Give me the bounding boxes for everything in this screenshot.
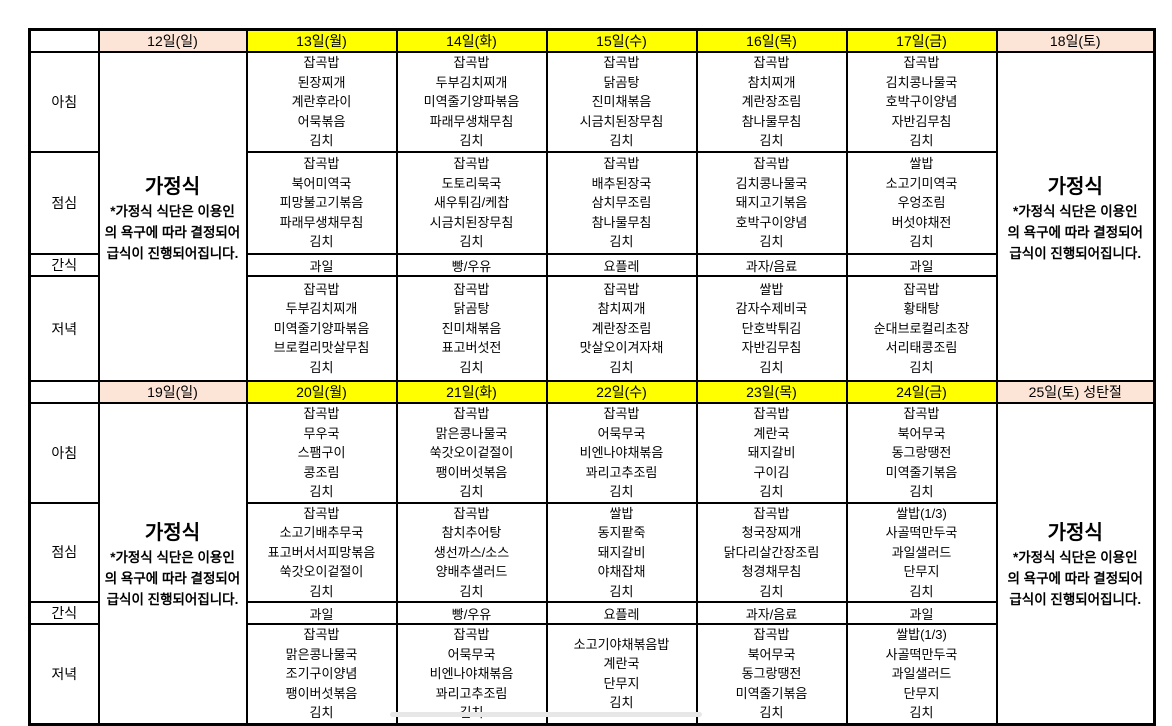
meal-row-label-lunch: 점심 <box>28 151 100 255</box>
menu-cell-breakfast: 잡곡밥 맑은콩나물국 쑥갓오이겉절이 팽이버섯볶음 김치 <box>395 402 548 504</box>
date-header-wednesday: 15일(수) <box>545 28 698 53</box>
home-meal-description: *가정식 식단은 이용인 의 욕구에 따라 결정되어 급식이 진행되어집니다. <box>104 203 241 261</box>
week2-header-row: 19일(일) 20일(월) 21일(화) 22일(수) 23일(목) 24일(금… <box>28 380 1156 404</box>
menu-cell-snack: 과일 <box>845 253 998 277</box>
date-header-friday: 24일(금) <box>845 380 998 404</box>
menu-cell-lunch: 잡곡밥 소고기배추무국 표고버서서피망볶음 쑥갓오이겉절이 김치 <box>245 501 398 603</box>
home-meal-description: *가정식 식단은 이용인 의 욕구에 따라 결정되어 급식이 진행되어집니다. <box>104 550 241 608</box>
date-header-friday: 17일(금) <box>845 28 998 53</box>
week2-lunch-row: 점심 잡곡밥 소고기배추무국 표고버서서피망볶음 쑥갓오이겉절이 김치 잡곡밥 … <box>28 501 1155 603</box>
date-header-saturday-christmas: 25일(토) 성탄절 <box>995 380 1156 404</box>
menu-cell-dinner: 잡곡밥 맑은콩나물국 조기구이양념 팽이버섯볶음 김치 <box>245 623 398 725</box>
meal-row-label-dinner: 저녁 <box>28 275 100 382</box>
menu-cell-breakfast: 잡곡밥 닭곰탕 진미채볶음 시금치된장무침 김치 <box>545 51 698 153</box>
menu-cell-breakfast: 잡곡밥 참치찌개 계란장조림 참나물무침 김치 <box>695 51 848 153</box>
meal-row-label-dinner: 저녁 <box>28 623 100 725</box>
date-header-thursday: 16일(목) <box>695 28 848 53</box>
menu-cell-lunch: 쌀밥 소고기미역국 우엉조림 버섯야채전 김치 <box>845 151 998 255</box>
menu-cell-snack: 과일 <box>245 253 398 277</box>
menu-cell-snack: 빵/우유 <box>395 601 548 625</box>
home-meal-description: *가정식 식단은 이용인 의 욕구에 따라 결정되어 급식이 진행되어집니다. <box>1007 203 1143 261</box>
menu-cell-dinner: 잡곡밥 어묵무국 비엔나야채볶음 꽈리고추조림 김치 <box>395 623 548 725</box>
menu-cell-snack: 과자/음료 <box>695 601 848 625</box>
home-meal-title: 가정식 <box>144 522 201 545</box>
meal-row-label-snack: 간식 <box>28 601 100 625</box>
menu-cell-snack: 요플레 <box>545 601 698 625</box>
meal-row-label-snack: 간식 <box>28 253 100 277</box>
meal-row-label-lunch: 점심 <box>28 501 100 603</box>
menu-cell-snack: 과일 <box>845 601 998 625</box>
meal-plan-table: 12일(일) 13일(월) 14일(화) 15일(수) 16일(목) 17일(금… <box>28 28 1156 726</box>
home-meal-description: *가정식 식단은 이용인 의 욕구에 따라 결정되어 급식이 진행되어집니다. <box>1007 550 1143 608</box>
home-meal-cell-sunday: 가정식 *가정식 식단은 이용인 의 욕구에 따라 결정되어 급식이 진행되어집… <box>97 402 248 725</box>
menu-cell-lunch: 잡곡밥 배추된장국 삼치무조림 참나물무침 김치 <box>545 151 698 255</box>
home-meal-title: 가정식 <box>1047 175 1103 198</box>
date-header-monday: 13일(월) <box>245 28 398 53</box>
menu-cell-breakfast: 잡곡밥 된장찌개 계란후라이 어묵볶음 김치 <box>245 51 398 153</box>
menu-cell-snack: 과일 <box>245 601 398 625</box>
menu-cell-lunch: 잡곡밥 청국장찌개 닭다리살간장조림 청경채무침 김치 <box>695 501 848 603</box>
date-header-sunday: 19일(일) <box>97 380 248 404</box>
menu-cell-dinner: 잡곡밥 닭곰탕 진미채볶음 표고버섯전 김치 <box>395 275 548 382</box>
horizontal-scrollbar-thumb[interactable] <box>390 712 702 717</box>
menu-cell-dinner: 잡곡밥 황태탕 순대브로컬리초장 서리태콩조림 김치 <box>845 275 998 382</box>
week1-header-row: 12일(일) 13일(월) 14일(화) 15일(수) 16일(목) 17일(금… <box>28 28 1156 53</box>
menu-cell-lunch: 잡곡밥 북어미역국 피망불고기볶음 파래무생채무침 김치 <box>245 151 398 255</box>
home-meal-title: 가정식 <box>144 175 201 198</box>
date-header-saturday: 18일(토) <box>995 28 1156 53</box>
meal-row-label-breakfast: 아침 <box>28 402 100 504</box>
week2-dinner-row: 저녁 잡곡밥 맑은콩나물국 조기구이양념 팽이버섯볶음 김치 잡곡밥 어묵무국 … <box>28 623 1155 725</box>
menu-cell-snack: 빵/우유 <box>395 253 548 277</box>
home-meal-cell-sunday: 가정식 *가정식 식단은 이용인 의 욕구에 따라 결정되어 급식이 진행되어집… <box>97 51 248 382</box>
date-header-wednesday: 22일(수) <box>545 380 698 404</box>
menu-cell-breakfast: 잡곡밥 무우국 스팸구이 콩조림 김치 <box>245 402 398 504</box>
menu-cell-lunch: 쌀밥(1/3) 사골떡만두국 과일샐러드 단무지 김치 <box>845 501 998 603</box>
menu-cell-dinner: 소고기야채볶음밥 계란국 단무지 김치 <box>545 623 698 725</box>
blank-corner-cell <box>28 380 100 404</box>
menu-cell-dinner: 쌀밥 감자수제비국 단호박튀김 자반김무침 김치 <box>695 275 848 382</box>
menu-cell-breakfast: 잡곡밥 두부김치찌개 미역줄기양파볶음 파래무생채무침 김치 <box>395 51 548 153</box>
menu-cell-breakfast: 잡곡밥 북어무국 동그랑땡전 미역줄기볶음 김치 <box>845 402 998 504</box>
menu-cell-breakfast: 잡곡밥 김치콩나물국 호박구이양념 자반김무침 김치 <box>845 51 998 153</box>
menu-cell-breakfast: 잡곡밥 어묵무국 비엔나야채볶음 꽈리고추조림 김치 <box>545 402 698 504</box>
menu-cell-dinner: 쌀밥(1/3) 사골떡만두국 과일샐러드 단무지 김치 <box>845 623 998 725</box>
menu-cell-dinner: 잡곡밥 참치찌개 계란장조림 맛살오이겨자채 김치 <box>545 275 698 382</box>
date-header-tuesday: 14일(화) <box>395 28 548 53</box>
menu-cell-snack: 요플레 <box>545 253 698 277</box>
home-meal-title: 가정식 <box>1047 522 1103 545</box>
menu-cell-lunch: 잡곡밥 도토리묵국 새우튀김/케찹 시금치된장무침 김치 <box>395 151 548 255</box>
week2-breakfast-row: 아침 가정식 *가정식 식단은 이용인 의 욕구에 따라 결정되어 급식이 진행… <box>28 402 1156 725</box>
menu-cell-dinner: 잡곡밥 두부김치찌개 미역줄기양파볶음 브로컬리맛살무침 김치 <box>245 275 398 382</box>
date-header-thursday: 23일(목) <box>695 380 848 404</box>
home-meal-cell-saturday: 가정식 *가정식 식단은 이용인 의 욕구에 따라 결정되어 급식이 진행되어집… <box>995 402 1156 725</box>
date-header-monday: 20일(월) <box>245 380 398 404</box>
week1-snack-row: 간식 과일 빵/우유 요플레 과자/음료 과일 <box>28 253 1155 277</box>
menu-cell-snack: 과자/음료 <box>695 253 848 277</box>
menu-cell-breakfast: 잡곡밥 계란국 돼지갈비 구이김 김치 <box>695 402 848 504</box>
date-header-tuesday: 21일(화) <box>395 380 548 404</box>
menu-cell-lunch: 쌀밥 동지팥죽 돼지갈비 야채잡채 김치 <box>545 501 698 603</box>
week1-dinner-row: 저녁 잡곡밥 두부김치찌개 미역줄기양파볶음 브로컬리맛살무침 김치 잡곡밥 닭… <box>28 275 1155 382</box>
week1-breakfast-row: 아침 가정식 *가정식 식단은 이용인 의 욕구에 따라 결정되어 급식이 진행… <box>28 51 1156 382</box>
week1-lunch-row: 점심 잡곡밥 북어미역국 피망불고기볶음 파래무생채무침 김치 잡곡밥 도토리묵… <box>28 151 1155 255</box>
blank-corner-cell <box>28 28 100 53</box>
home-meal-cell-saturday: 가정식 *가정식 식단은 이용인 의 욕구에 따라 결정되어 급식이 진행되어집… <box>995 51 1156 382</box>
date-header-sunday: 12일(일) <box>97 28 248 53</box>
week2-snack-row: 간식 과일 빵/우유 요플레 과자/음료 과일 <box>28 601 1155 625</box>
meal-row-label-breakfast: 아침 <box>28 51 100 153</box>
menu-cell-lunch: 잡곡밥 김치콩나물국 돼지고기볶음 호박구이양념 김치 <box>695 151 848 255</box>
menu-cell-lunch: 잡곡밥 참치추어탕 생선까스/소스 양배추샐러드 김치 <box>395 501 548 603</box>
menu-cell-dinner: 잡곡밥 북어무국 동그랑땡전 미역줄기볶음 김치 <box>695 623 848 725</box>
